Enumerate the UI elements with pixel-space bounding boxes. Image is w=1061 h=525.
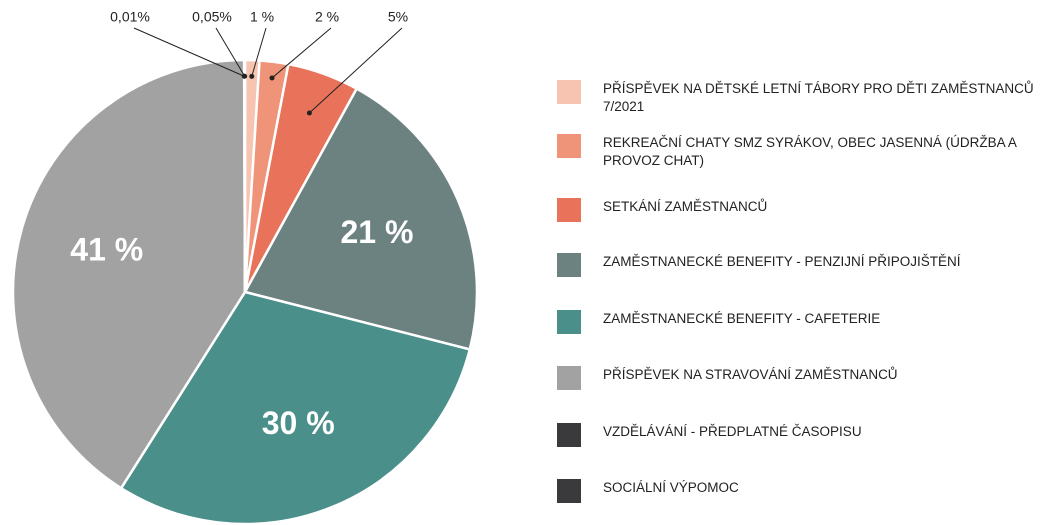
legend-item: SOCIÁLNÍ VÝPOMOC [557,479,1061,503]
legend-item: REKREAČNÍ CHATY SMZ SYRÁKOV, OBEC JASENN… [557,134,1061,170]
slice-label: 0,01% [110,9,150,25]
leader-line [133,27,245,77]
legend-swatch [557,479,581,503]
leader-line [215,27,246,77]
legend-item: PŘÍSPĚVEK NA STRAVOVÁNÍ ZAMĚSTNANCŮ [557,366,1061,390]
leader-line [309,27,403,114]
slice-label: 1 % [250,9,274,25]
legend-label: ZAMĚSTNANECKÉ BENEFITY - PENZIJNÍ PŘIPOJ… [603,254,961,269]
legend-label: VZDĚLÁVÁNÍ - PŘEDPLATNÉ ČASOPISU [603,424,862,439]
legend-label: REKREAČNÍ CHATY SMZ SYRÁKOV, OBEC JASENN… [603,135,1017,168]
legend-swatch [557,310,581,334]
legend-swatch [557,253,581,277]
pie-slice [119,290,472,525]
slice-label: 21 % [341,214,414,250]
legend-swatch [557,366,581,390]
legend-label: SOCIÁLNÍ VÝPOMOC [603,480,739,495]
leader-line [251,27,267,77]
leader-line [271,27,332,79]
slice-label: 0,05% [192,9,232,25]
slice-label: 41 % [70,232,143,268]
legend-swatch [557,134,581,158]
legend-item: SETKÁNÍ ZAMĚSTNANCŮ [557,198,1061,222]
leader-dot [306,110,312,116]
slice-label: 30 % [262,405,335,441]
pie-slice [243,86,479,351]
pie-slice [11,58,247,490]
legend-item: VZDĚLÁVÁNÍ - PŘEDPLATNÉ ČASOPISU [557,423,1061,447]
legend-item: ZAMĚSTNANECKÉ BENEFITY - PENZIJNÍ PŘIPOJ… [557,253,1061,277]
slice-label: 2 % [315,9,339,25]
legend-swatch [557,80,581,104]
legend-label: PŘÍSPĚVEK NA STRAVOVÁNÍ ZAMĚSTNANCŮ [603,367,898,382]
leader-dot [249,73,255,79]
legend-label: ZAMĚSTNANECKÉ BENEFITY - CAFETERIE [603,311,881,326]
leader-dot [269,75,275,81]
legend-label: SETKÁNÍ ZAMĚSTNANCŮ [603,199,768,214]
pie-slice [243,58,247,293]
legend-label: PŘÍSPĚVEK NA DĚTSKÉ LETNÍ TÁBORY PRO DĚT… [603,81,1034,114]
legend-swatch [557,198,581,222]
legend-swatch [557,423,581,447]
legend-item: PŘÍSPĚVEK NA DĚTSKÉ LETNÍ TÁBORY PRO DĚT… [557,80,1061,116]
leader-dot [242,73,248,79]
legend-item: ZAMĚSTNANECKÉ BENEFITY - CAFETERIE [557,310,1061,334]
slice-label: 5% [388,9,408,25]
